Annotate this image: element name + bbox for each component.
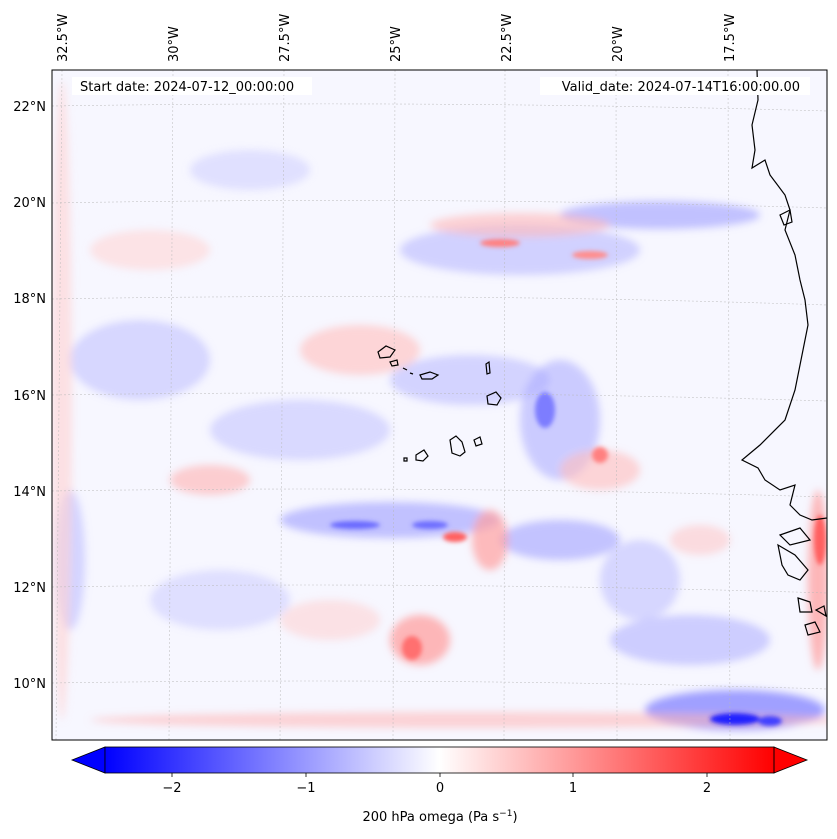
latitude-labels: 22°N 20°N 18°N 16°N 14°N 12°N 10°N [13,100,46,692]
colorbar: −2 −1 0 1 2 200 hPa omega (Pa s−1) [70,746,809,825]
valid-date-box [540,77,810,95]
start-date-label: Start date: 2024-07-12_00:00:00 [80,80,294,95]
lon-label: 17.5°W [723,14,738,62]
lon-label: 32.5°W [56,14,71,62]
start-date-box [72,77,312,95]
lat-label: 14°N [13,485,46,500]
cape-verde-islands [377,345,502,462]
lon-label: 25°W [389,26,404,62]
colorbar-tick: 2 [703,781,711,796]
colorbar-tick: 1 [569,781,577,796]
lat-label: 18°N [13,292,46,307]
lat-label: 20°N [13,196,46,211]
map-frame [51,69,828,741]
colorbar-extend-left [70,746,106,774]
colorbar-tick: −2 [162,781,181,796]
colorbar-label: 200 hPa omega (Pa s−1) [362,809,517,825]
coastline [740,70,827,636]
lat-label: 16°N [13,389,46,404]
map-panel [52,70,827,740]
lon-label: 22.5°W [500,14,515,62]
lat-label: 10°N [13,677,46,692]
longitude-labels: 32.5°W 30°W 27.5°W 25°W 22.5°W 20°W 17.5… [56,14,738,62]
colorbar-tick: 0 [436,781,444,796]
colorbar-tick: −1 [296,781,315,796]
lon-label: 27.5°W [278,14,293,62]
africa-coastline [740,70,827,521]
lat-label: 22°N [13,100,46,115]
omega-field-detail [330,239,826,726]
lat-label: 12°N [13,581,46,596]
colorbar-bar [105,747,774,773]
gridlines [52,70,827,740]
omega-field [52,80,827,730]
colorbar-extend-right [773,746,809,774]
lon-label: 20°W [611,26,626,62]
lon-label: 30°W [167,26,182,62]
valid-date-label: Valid_date: 2024-07-14T16:00:00.00 [562,80,800,95]
